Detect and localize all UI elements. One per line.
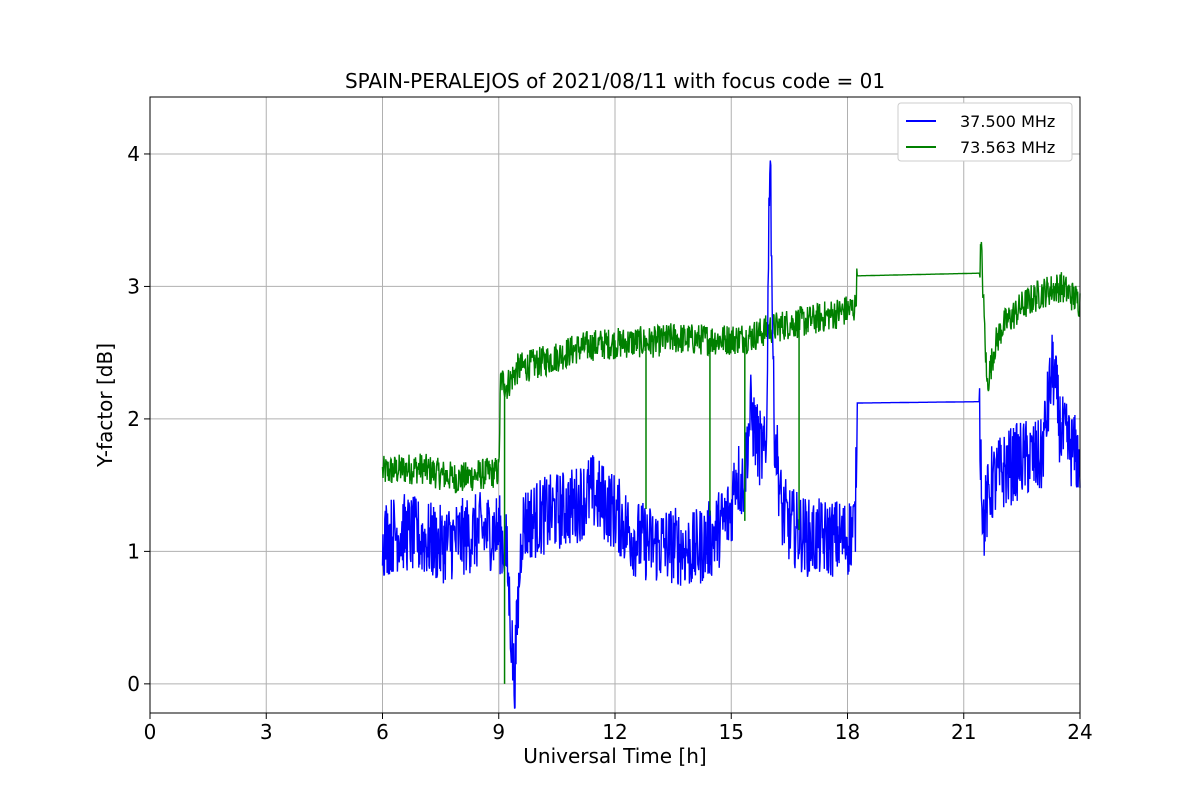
x-tick-label: 24 — [1067, 720, 1092, 744]
legend-box — [897, 102, 1073, 162]
x-tick-label: 6 — [376, 720, 389, 744]
series-line-37500 — [381, 160, 1081, 709]
chart-title: SPAIN-PERALEJOS of 2021/08/11 with focus… — [345, 69, 885, 93]
y-tick-label: 1 — [127, 539, 140, 563]
x-tick-label: 18 — [835, 720, 860, 744]
y-axis-label: Y-factor [dB] — [93, 343, 117, 468]
x-tick-label: 21 — [951, 720, 976, 744]
x-axis-label: Universal Time [h] — [523, 744, 706, 768]
x-tick-label: 9 — [492, 720, 505, 744]
x-tick-label: 0 — [144, 720, 157, 744]
grid-lines — [149, 97, 1081, 713]
y-tick-label: 2 — [127, 407, 140, 431]
x-tick-label: 3 — [260, 720, 273, 744]
x-tick-label: 12 — [602, 720, 627, 744]
y-tick-label: 4 — [127, 142, 140, 166]
series-layer — [381, 160, 1081, 709]
legend-label-73563: 73.563 MHz — [960, 138, 1055, 157]
x-tick-label: 15 — [719, 720, 744, 744]
legend: 37.500 MHz 73.563 MHz — [897, 102, 1073, 162]
y-tick-label: 3 — [127, 274, 140, 298]
series-line-73563 — [381, 241, 1081, 494]
legend-label-37500: 37.500 MHz — [960, 112, 1055, 131]
y-tick-label: 0 — [127, 672, 140, 696]
